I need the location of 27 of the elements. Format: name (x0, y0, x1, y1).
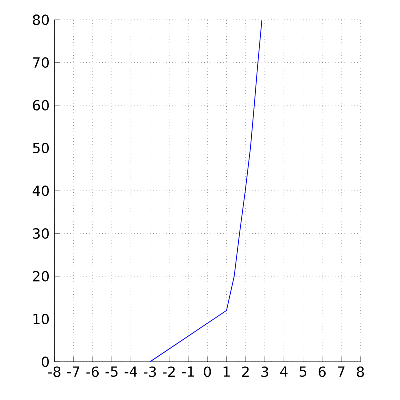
x-tick-label: -3 (144, 366, 156, 378)
line-series (150, 20, 263, 362)
x-tick-label: 0 (204, 366, 212, 378)
y-tick-label: 20 (33, 271, 50, 282)
x-tick-label: 6 (318, 366, 326, 378)
y-tick-label: 10 (34, 314, 50, 325)
x-tick-label: -4 (124, 366, 138, 377)
x-tick-label: -2 (163, 366, 175, 378)
y-tick-label: 60 (33, 100, 50, 111)
x-tick-label: -5 (106, 366, 118, 378)
x-tick-label: -6 (86, 366, 99, 378)
y-tick-label: 40 (32, 186, 50, 196)
x-tick-label: 5 (300, 366, 306, 378)
x-tick-label: 4 (280, 366, 288, 377)
y-tick-label: 70 (33, 57, 50, 68)
x-tick-label: -7 (68, 366, 80, 377)
y-tick-label: 30 (33, 228, 50, 240)
x-tick-label: 8 (357, 366, 364, 378)
x-tick-label: 1 (224, 366, 230, 377)
x-tick-label: 3 (262, 366, 268, 378)
y-tick-label: 0 (42, 356, 50, 368)
x-tick-label: 7 (338, 366, 345, 377)
x-tick-label: 2 (242, 366, 249, 378)
x-tick-label: -1 (182, 366, 194, 377)
x-tick-label: -8 (48, 366, 61, 378)
y-tick-label: 80 (33, 14, 50, 26)
y-tick-label: 50 (33, 142, 50, 154)
